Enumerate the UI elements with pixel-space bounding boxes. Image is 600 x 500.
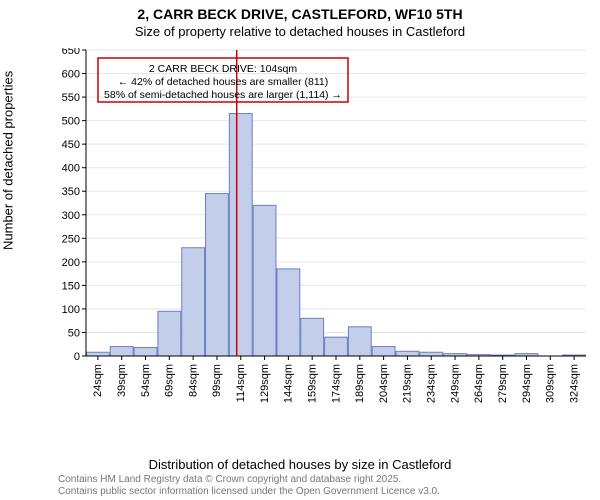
svg-text:600: 600	[62, 69, 80, 81]
svg-text:264sqm: 264sqm	[473, 364, 485, 403]
svg-text:500: 500	[62, 116, 80, 128]
svg-text:159sqm: 159sqm	[306, 364, 318, 403]
svg-text:400: 400	[62, 163, 80, 175]
svg-text:350: 350	[62, 186, 80, 198]
svg-text:650: 650	[62, 48, 80, 57]
svg-text:100: 100	[62, 304, 80, 316]
x-axis-label: Distribution of detached houses by size …	[0, 457, 600, 472]
svg-text:← 42% of detached houses are s: ← 42% of detached houses are smaller (81…	[118, 76, 329, 88]
chart-title: 2, CARR BECK DRIVE, CASTLEFORD, WF10 5TH	[0, 6, 600, 22]
svg-text:200: 200	[62, 257, 80, 269]
svg-text:204sqm: 204sqm	[378, 364, 390, 403]
svg-text:24sqm: 24sqm	[92, 364, 104, 397]
svg-text:294sqm: 294sqm	[521, 364, 533, 403]
svg-text:54sqm: 54sqm	[140, 364, 152, 397]
svg-text:2 CARR BECK DRIVE: 104sqm: 2 CARR BECK DRIVE: 104sqm	[149, 63, 297, 75]
svg-text:150: 150	[62, 280, 80, 292]
y-axis-label: Number of detached properties	[1, 71, 16, 250]
svg-text:550: 550	[62, 92, 80, 104]
histogram-chart: 0 50 100 150 200 250 300 350 400 450 500 550 600 650 2…	[58, 48, 590, 410]
svg-text:114sqm: 114sqm	[235, 364, 247, 402]
svg-text:189sqm: 189sqm	[354, 364, 366, 403]
footnote-line1: Contains HM Land Registry data © Crown c…	[58, 474, 401, 485]
svg-text:309sqm: 309sqm	[545, 364, 557, 403]
chart-footnote: Contains HM Land Registry data © Crown c…	[58, 474, 440, 498]
footnote-line2: Contains public sector information licen…	[58, 486, 440, 497]
chart-plot-area: 0 50 100 150 200 250 300 350 400 450 500 550 600 650 2…	[58, 48, 590, 410]
svg-text:129sqm: 129sqm	[259, 364, 271, 403]
svg-text:39sqm: 39sqm	[116, 364, 128, 397]
chart-subtitle: Size of property relative to detached ho…	[0, 24, 600, 39]
svg-text:324sqm: 324sqm	[568, 364, 580, 403]
svg-text:174sqm: 174sqm	[330, 364, 342, 403]
svg-text:219sqm: 219sqm	[402, 364, 414, 403]
svg-text:249sqm: 249sqm	[449, 364, 461, 403]
svg-text:0: 0	[74, 351, 80, 363]
svg-text:279sqm: 279sqm	[497, 364, 509, 403]
svg-text:84sqm: 84sqm	[187, 364, 199, 397]
svg-text:234sqm: 234sqm	[426, 364, 438, 403]
svg-text:450: 450	[62, 139, 80, 151]
svg-text:144sqm: 144sqm	[283, 364, 295, 403]
svg-text:50: 50	[68, 327, 80, 339]
svg-text:58% of semi-detached houses ar: 58% of semi-detached houses are larger (…	[104, 89, 342, 101]
svg-text:250: 250	[62, 233, 80, 245]
svg-text:99sqm: 99sqm	[211, 364, 223, 397]
svg-text:69sqm: 69sqm	[164, 364, 176, 397]
svg-text:300: 300	[62, 210, 80, 222]
